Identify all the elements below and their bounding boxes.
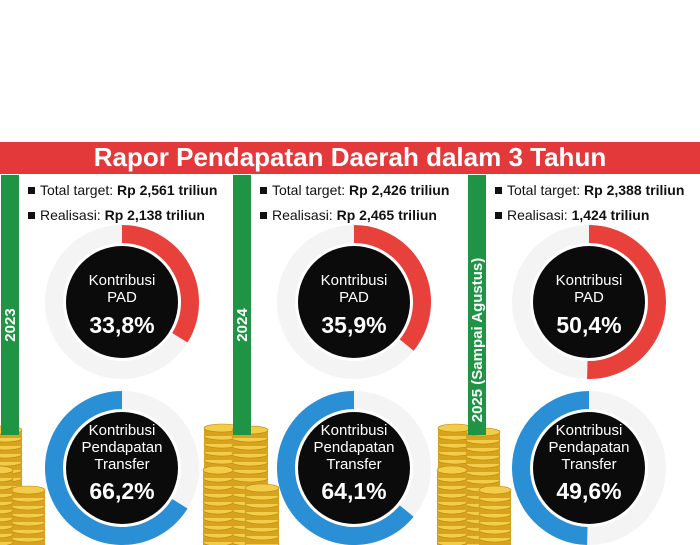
annotation-text: 1,424 triliun [571,207,650,223]
value-label: 50,4% [556,312,622,338]
year-bar [1,175,19,435]
category-label: Kontribusi PAD [88,272,156,306]
category-label: Kontribusi Pendapatan Transfer [548,422,630,473]
donut-center [533,246,645,358]
year-label: 2023 [2,308,19,341]
annotation-text: Rp 2,426 triliun [349,182,450,198]
title-banner [0,142,700,174]
coin [478,485,512,495]
coin [0,465,14,475]
donut-arc [512,391,590,545]
annotation: Realisasi: Rp 2,138 triliun [28,207,205,223]
coin [10,485,46,495]
coin [0,478,13,486]
coin [244,483,280,493]
donut-center [298,246,410,358]
annotation: Total target: Rp 2,426 triliun [260,182,449,198]
bullet [28,187,35,194]
value-label: 64,1% [321,478,387,504]
annotation-label: Realisasi: [40,207,101,223]
annotation-label: Total target: [272,182,346,198]
bullet [260,187,267,194]
coin [0,502,13,510]
annotation-label: Total target: [507,182,581,198]
value-label: 49,6% [556,478,622,504]
annotation-label: Realisasi: [272,207,333,223]
value-label: 35,9% [321,312,387,338]
coin [0,486,13,494]
value-label: 66,2% [89,478,155,504]
coin [0,510,13,518]
year-label: 2024 [234,308,251,342]
annotation: Realisasi: 1,424 triliun [495,207,649,223]
donut-center [533,412,645,524]
category-label: Kontribusi Pendapatan Transfer [313,422,395,473]
year-label: 2025 (Sampai Agustus) [469,258,486,423]
annotation: Total target: Rp 2,388 triliun [495,182,684,198]
category-label: Kontribusi PAD [555,272,623,306]
donut-center [66,246,178,358]
annotation: Realisasi: Rp 2,465 triliun [260,207,437,223]
annotation-text: Rp 2,465 triliun [336,207,437,223]
annotation-label: Realisasi: [507,207,568,223]
coin [0,518,13,526]
donut-center [298,412,410,524]
donut-arc [121,225,199,343]
category-label: Kontribusi PAD [320,272,388,306]
coin [202,465,234,475]
title: Rapor Pendapatan Daerah dalam 3 Tahun [94,142,606,172]
annotation-text: Rp 2,388 triliun [584,182,685,198]
coin [436,465,468,475]
donut-arc [277,391,414,545]
coin [0,526,13,534]
coin [0,534,13,542]
annotation-text: Rp 2,138 triliun [104,207,205,223]
donut-arc [353,225,431,351]
donut-center [66,412,178,524]
donut-arc [45,391,188,545]
donut-arc [587,225,666,379]
annotation-label: Total target: [40,182,114,198]
coin [0,470,13,478]
coin [0,494,13,502]
year-bar [468,175,486,435]
category-label: Kontribusi Pendapatan Transfer [81,422,163,473]
annotation: Total target: Rp 2,561 triliun [28,182,217,198]
year-bar [233,175,251,435]
value-label: 33,8% [89,312,155,338]
bullet [28,212,35,219]
bullet [495,212,502,219]
bullet [260,212,267,219]
bullet [495,187,502,194]
annotation-text: Rp 2,561 triliun [117,182,218,198]
